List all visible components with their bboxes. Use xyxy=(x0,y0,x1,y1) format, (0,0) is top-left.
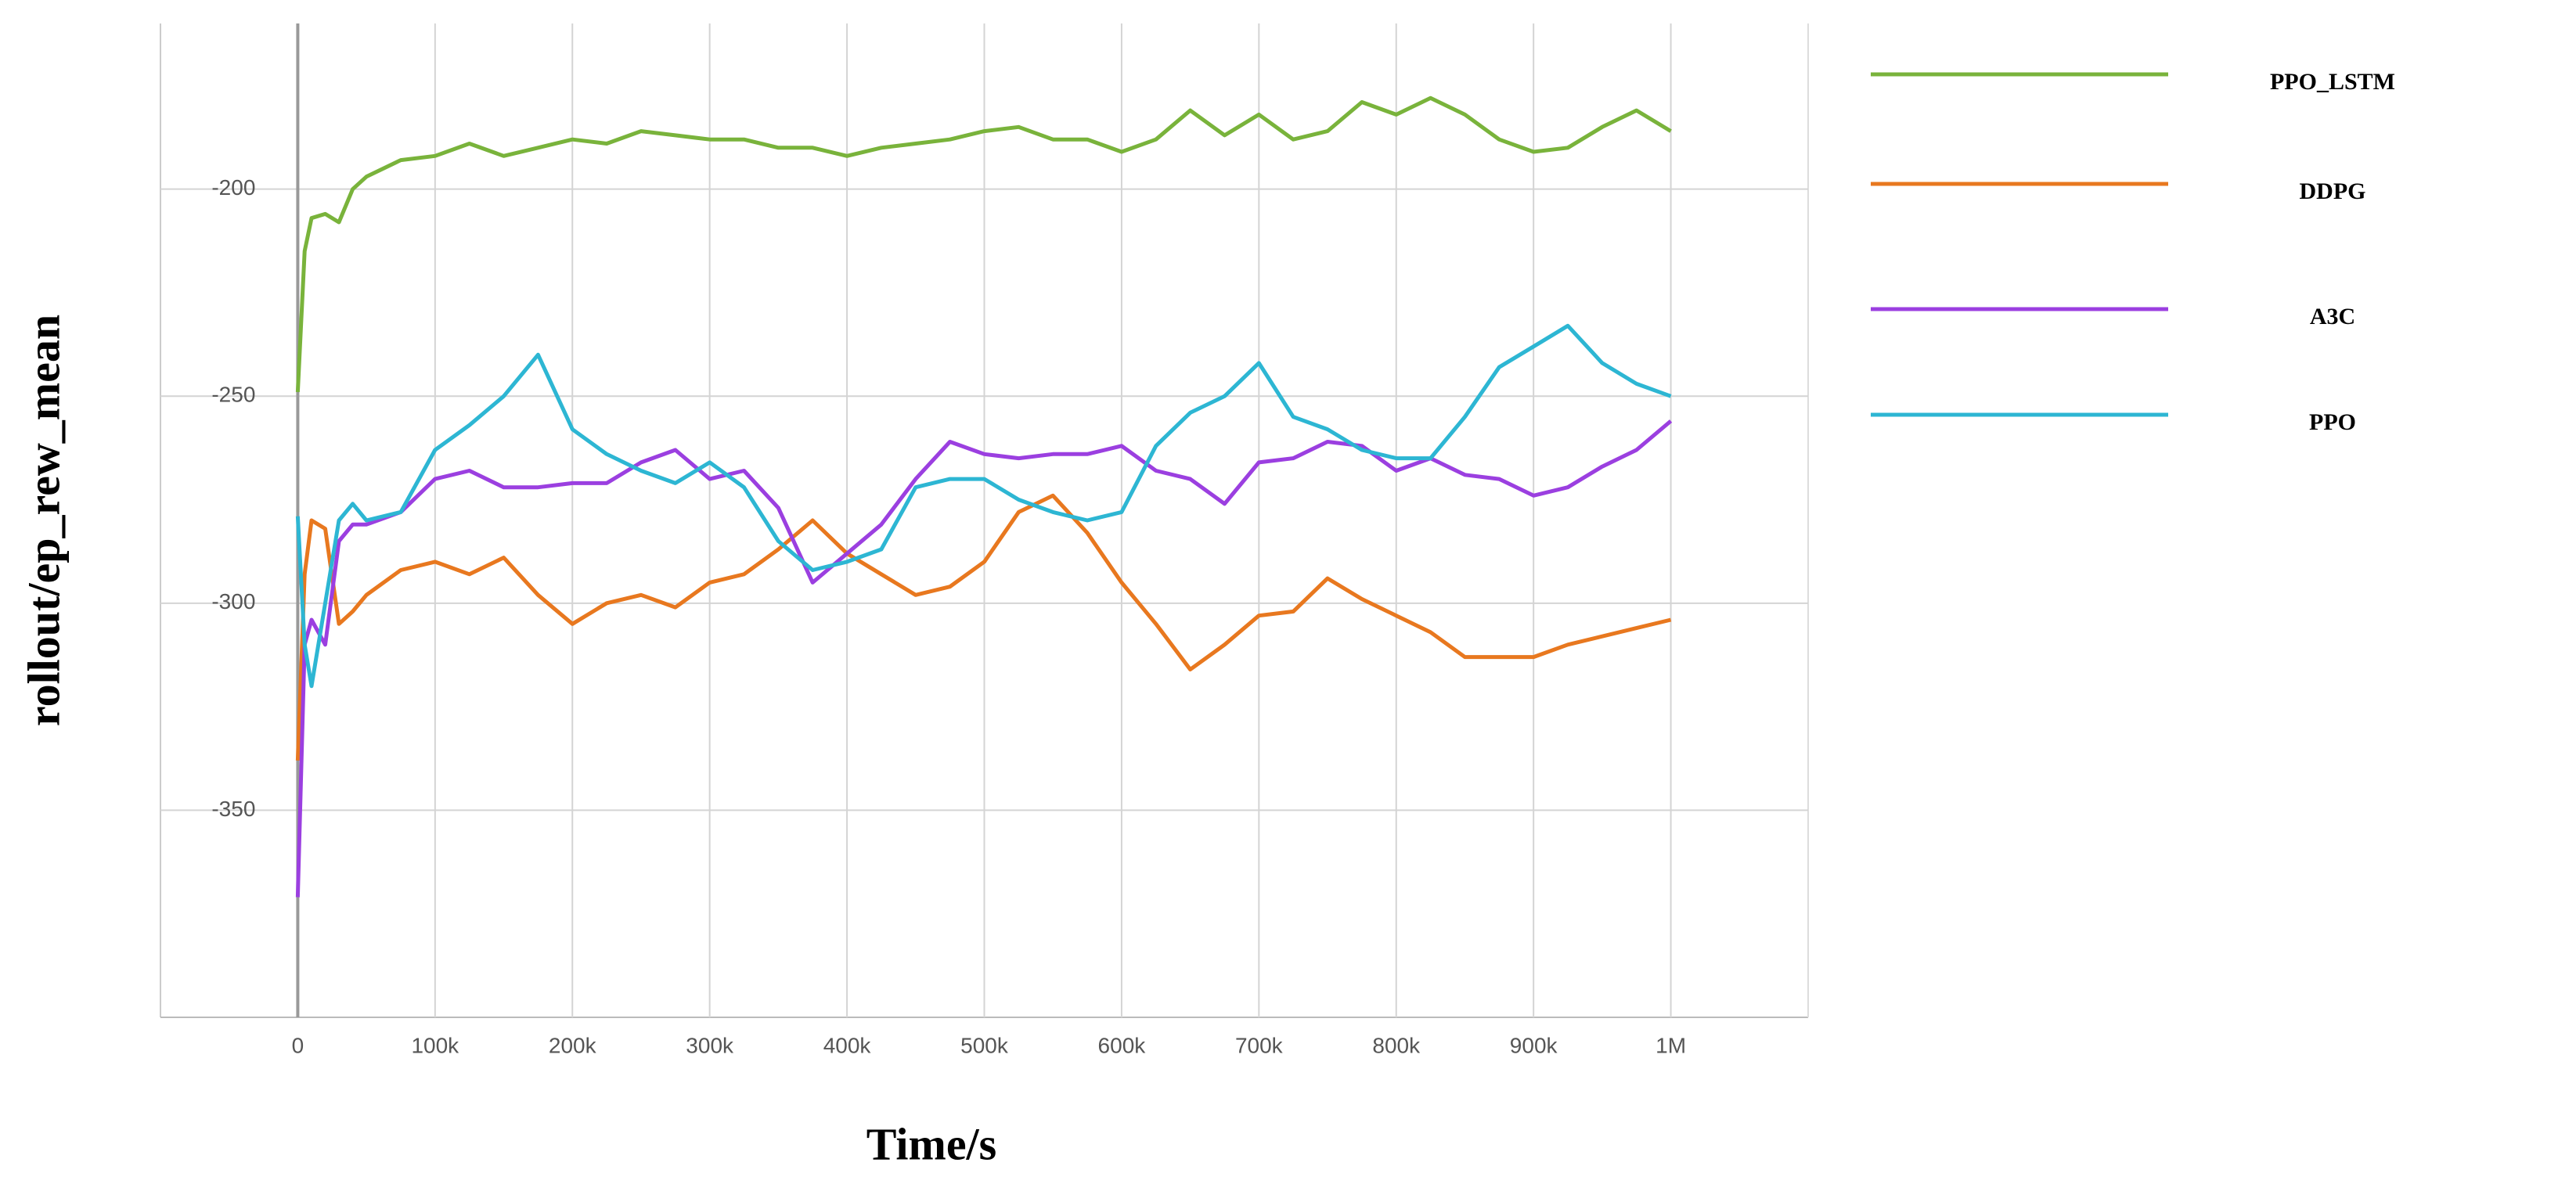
y-tick-label: -350 xyxy=(211,797,255,821)
x-tick-label: 500k xyxy=(960,1033,1009,1057)
y-tick-label: -300 xyxy=(211,589,255,614)
y-tick-label: -250 xyxy=(211,383,255,407)
x-tick-label: 600k xyxy=(1098,1033,1147,1057)
x-tick-label: 400k xyxy=(823,1033,872,1057)
x-tick-label: 300k xyxy=(686,1033,734,1057)
x-tick-label: 900k xyxy=(1510,1033,1558,1057)
series-line xyxy=(295,493,1672,761)
x-tick-label: 200k xyxy=(549,1033,597,1057)
legend-label: DDPG xyxy=(2300,178,2366,204)
legend-label: PPO_LSTM xyxy=(2270,69,2395,95)
x-tick-label: 100k xyxy=(411,1033,459,1057)
y-tick-label: -200 xyxy=(211,175,255,200)
series-line xyxy=(295,95,1672,393)
y-axis-title: rollout/ep_rew_mean xyxy=(18,315,69,726)
x-axis-title: Time/s xyxy=(866,1118,997,1169)
series-line xyxy=(295,323,1672,689)
legend-label: A3C xyxy=(2310,304,2355,329)
x-tick-label: 800k xyxy=(1372,1033,1421,1057)
legend-label: PPO xyxy=(2309,409,2356,435)
x-tick-label: 0 xyxy=(292,1033,304,1057)
x-tick-label: 700k xyxy=(1235,1033,1284,1057)
x-tick-label: 1M xyxy=(1655,1033,1686,1057)
series-line xyxy=(295,419,1673,898)
